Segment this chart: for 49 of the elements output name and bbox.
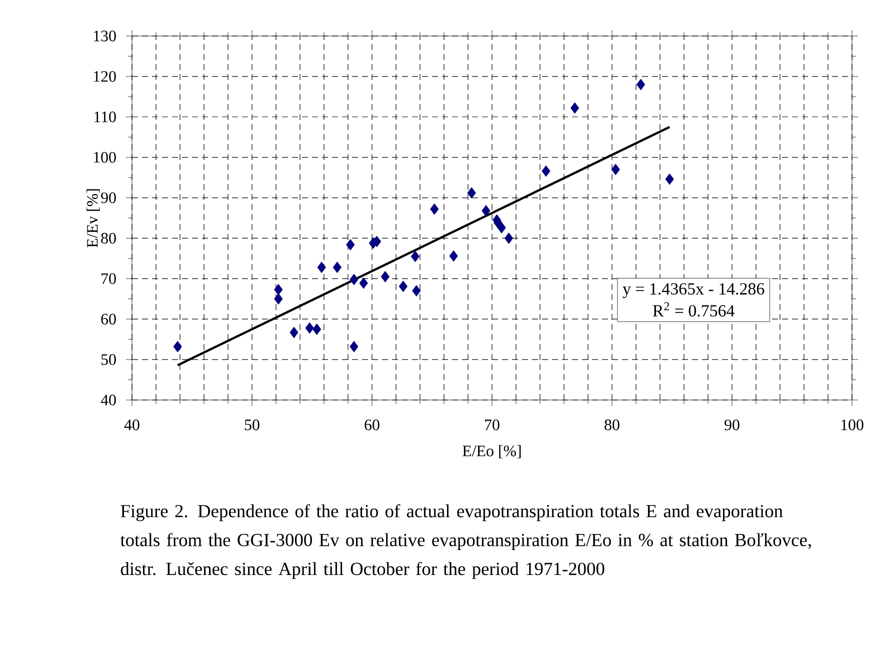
point xyxy=(398,280,408,292)
x-tick-label: 50 xyxy=(244,420,260,430)
y-tick-label: 50 xyxy=(101,354,116,365)
point xyxy=(317,262,326,274)
point xyxy=(290,326,298,338)
y-tick-label: 40 xyxy=(100,394,116,406)
point xyxy=(430,203,439,215)
y-tick-label: 90 xyxy=(101,192,116,204)
caption: Figure 2. Dependence of the ratio of actual evapotranspiration totals E and evaporation totals from the GGI-3000 Ev on relative evapotranspiration E/Eo in % at station Boľkovce, distr. Lučenec since April till October for the period 1971-2000 xyxy=(120,504,811,579)
point xyxy=(305,322,314,334)
point xyxy=(570,102,580,114)
x-tick-label: 60 xyxy=(364,420,380,430)
x-tick-label: 100 xyxy=(841,420,864,430)
point xyxy=(636,78,646,90)
y-axis-title: E/Ev [%] xyxy=(86,189,100,248)
point xyxy=(504,232,514,244)
x-tick-label: 40 xyxy=(124,420,140,430)
x-tick-label: 90 xyxy=(724,420,740,430)
y-tick-label: 80 xyxy=(101,232,116,244)
y-tick-label: 110 xyxy=(94,112,116,122)
point xyxy=(173,340,182,352)
point xyxy=(359,277,368,289)
point xyxy=(467,187,476,199)
y-tick-label: 100 xyxy=(94,152,116,163)
point xyxy=(482,205,490,216)
x-tick-label: 80 xyxy=(604,420,620,430)
point xyxy=(312,324,322,335)
y-tick-label: 130 xyxy=(94,30,116,42)
point xyxy=(274,293,283,305)
y-tick-label: 60 xyxy=(101,314,116,324)
point xyxy=(410,250,420,262)
y-tick-label: 120 xyxy=(94,71,116,82)
annotation: y = 1.4365x - 14.286 xyxy=(622,283,764,298)
y-tick-label: 70 xyxy=(102,273,116,284)
point xyxy=(497,222,506,234)
x-tick-label: 70 xyxy=(485,420,500,430)
point xyxy=(412,285,421,296)
point xyxy=(611,164,620,176)
point xyxy=(346,238,355,250)
point xyxy=(332,262,342,274)
point xyxy=(449,250,458,262)
point xyxy=(350,274,358,286)
point xyxy=(380,270,390,282)
point xyxy=(542,165,550,177)
point xyxy=(274,284,283,296)
x-axis-title: E/Eo [%] xyxy=(462,445,521,458)
point xyxy=(350,340,358,352)
annotation: R$^{2}$ = 0.7564 xyxy=(652,302,734,317)
point xyxy=(665,173,674,185)
